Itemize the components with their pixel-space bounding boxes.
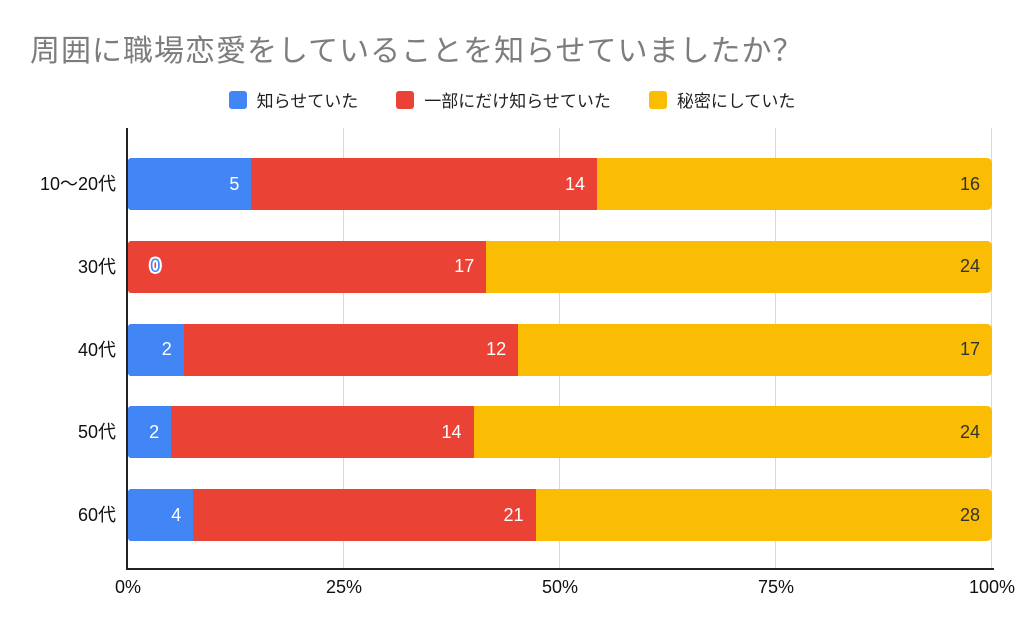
category-label-50代: 50代 [77,422,116,443]
bar-segment-series1: 21 [193,489,536,541]
bar-row-10〜20代: 5 14 16 [128,158,992,210]
y-axis-line [126,128,128,570]
data-label: 16 [959,173,980,194]
legend-item-0: 知らせていた [228,87,359,112]
data-label: 28 [959,504,980,525]
bar-segment-series1: 17 [128,240,487,293]
data-label: 17 [959,339,980,359]
category-label-40代: 40代 [77,339,116,360]
legend-item-1: 一部にだけ知らせていた [396,87,611,112]
bar-segment-series2: 28 [535,489,992,541]
bar-row-60代: 4 21 28 [128,489,992,541]
legend-label: 秘密にしていた [676,92,796,111]
bar-segment-series2: 24 [473,406,992,459]
bar-row-30代: 17 24 0 [128,240,992,293]
category-label-30代: 30代 [77,256,116,277]
legend-swatch-icon [648,90,667,109]
data-label: 24 [959,421,980,442]
bar-segment-series1: 14 [171,406,474,459]
bar-segment-series1: 12 [183,323,519,376]
data-label: 14 [564,173,586,194]
x-tick-label-100%: 100% [968,577,1016,597]
legend-label: 知らせていた [256,92,359,111]
bar-segment-series2: 17 [518,323,992,376]
data-label: 17 [454,256,475,277]
bar-row-50代: 2 14 24 [128,406,992,459]
bar-segment-series1: 14 [251,158,598,210]
data-label: 21 [503,504,524,525]
x-tick-label-50%: 50% [541,577,579,597]
data-label: 2 [161,339,172,359]
data-label-zero: 0 [150,255,161,277]
x-axis-line [126,568,994,570]
plot-area: 5 14 16 17 24 0 2 12 17 2 14 24 4 21 28 [126,128,994,570]
x-tick-label-75%: 75% [757,577,795,597]
legend-swatch-icon [396,90,415,109]
bar-segment-series2: 24 [486,240,992,293]
data-label: 5 [229,173,240,194]
data-label: 2 [149,421,160,442]
legend: 知らせていた 一部にだけ知らせていた 秘密にしていた [0,87,1024,112]
chart-title: 周囲に職場恋愛をしていることを知らせていましたか？ [30,35,804,68]
bar-segment-series0: 2 [128,323,184,376]
legend-swatch-icon [228,90,247,109]
category-label-10〜20代: 10〜20代 [39,174,116,194]
bar-row-40代: 2 12 17 [128,323,992,376]
data-label: 12 [486,339,507,359]
bar-segment-series2: 16 [597,158,992,210]
bar-segment-series0: 4 [128,489,194,541]
x-tick-label-25%: 25% [325,577,363,597]
legend-item-2: 秘密にしていた [648,87,796,112]
category-label-60代: 60代 [77,505,116,525]
x-tick-label-0%: 0% [114,577,142,597]
legend-label: 一部にだけ知らせていた [424,92,611,111]
bar-segment-series0: 5 [128,158,252,210]
data-label: 14 [441,421,462,442]
data-label: 24 [959,256,980,277]
bar-segment-series0: 2 [128,406,172,459]
data-label: 4 [171,504,182,525]
